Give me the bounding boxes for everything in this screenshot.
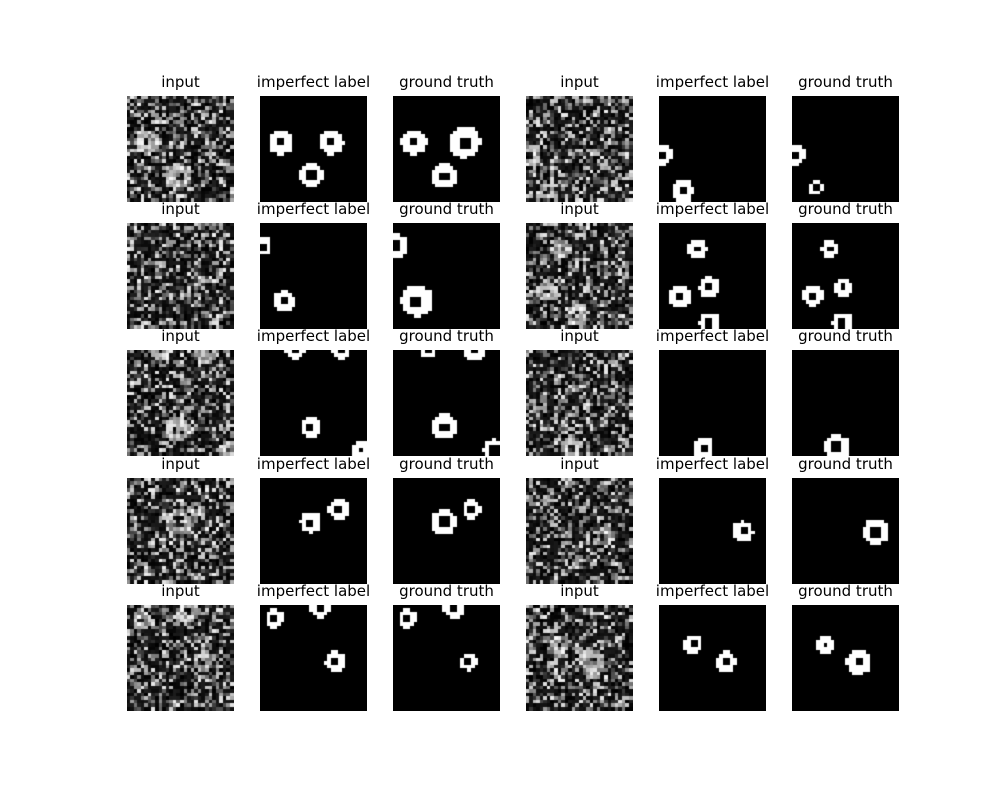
panel-title: imperfect label <box>655 200 770 218</box>
label-mask-image <box>260 96 367 202</box>
noisy-input-image <box>127 605 234 711</box>
panel-title: imperfect label <box>256 73 371 91</box>
panel-title: imperfect label <box>256 200 371 218</box>
panel-imperfect-label: imperfect label <box>656 73 769 202</box>
panel-title: ground truth <box>399 200 494 218</box>
label-mask-image <box>792 96 899 202</box>
panel-title: input <box>560 582 599 600</box>
panel-input: input <box>526 200 633 329</box>
panel-input: input <box>127 200 234 329</box>
panel-ground-truth: ground truth <box>792 455 899 584</box>
label-mask-image <box>260 223 367 329</box>
panel-imperfect-label: imperfect label <box>656 582 769 711</box>
label-mask-image <box>260 605 367 711</box>
panel-imperfect-label: imperfect label <box>257 327 370 456</box>
panel-title: input <box>560 327 599 345</box>
panel-input: input <box>127 582 234 711</box>
panel-ground-truth: ground truth <box>393 582 500 711</box>
panel-ground-truth: ground truth <box>792 582 899 711</box>
panel-input: input <box>127 73 234 202</box>
noisy-input-image <box>526 223 633 329</box>
label-mask-image <box>260 350 367 456</box>
label-mask-image <box>792 350 899 456</box>
panel-imperfect-label: imperfect label <box>656 200 769 329</box>
noisy-input-image <box>526 96 633 202</box>
noisy-input-image <box>127 350 234 456</box>
panel-title: ground truth <box>798 200 893 218</box>
panel-title: input <box>161 582 200 600</box>
panel-input: input <box>526 327 633 456</box>
noisy-input-image <box>526 605 633 711</box>
panel-title: ground truth <box>399 73 494 91</box>
panel-title: ground truth <box>798 73 893 91</box>
panel-input: input <box>526 73 633 202</box>
noisy-input-image <box>127 478 234 584</box>
panel-ground-truth: ground truth <box>393 455 500 584</box>
panel-title: ground truth <box>399 455 494 473</box>
panel-imperfect-label: imperfect label <box>257 73 370 202</box>
noisy-input-image <box>526 350 633 456</box>
label-mask-image <box>393 478 500 584</box>
panel-imperfect-label: imperfect label <box>257 455 370 584</box>
panel-title: input <box>161 455 200 473</box>
panel-title: input <box>560 455 599 473</box>
noisy-input-image <box>526 478 633 584</box>
panel-title: imperfect label <box>655 327 770 345</box>
panel-title: imperfect label <box>655 455 770 473</box>
label-mask-image <box>659 478 766 584</box>
panel-title: ground truth <box>798 582 893 600</box>
noisy-input-image <box>127 223 234 329</box>
panel-title: input <box>161 73 200 91</box>
panel-imperfect-label: imperfect label <box>656 327 769 456</box>
panel-ground-truth: ground truth <box>393 200 500 329</box>
panel-title: input <box>560 73 599 91</box>
panel-title: input <box>560 200 599 218</box>
label-mask-image <box>393 96 500 202</box>
label-mask-image <box>260 478 367 584</box>
label-mask-image <box>659 96 766 202</box>
label-mask-image <box>792 223 899 329</box>
panel-ground-truth: ground truth <box>393 73 500 202</box>
panel-title: imperfect label <box>256 455 371 473</box>
panel-imperfect-label: imperfect label <box>257 582 370 711</box>
panel-title: imperfect label <box>655 582 770 600</box>
label-mask-image <box>659 350 766 456</box>
panel-ground-truth: ground truth <box>792 200 899 329</box>
panel-input: input <box>526 455 633 584</box>
panel-title: imperfect label <box>256 582 371 600</box>
label-mask-image <box>393 350 500 456</box>
panel-ground-truth: ground truth <box>792 327 899 456</box>
label-mask-image <box>792 478 899 584</box>
noisy-input-image <box>127 96 234 202</box>
panel-imperfect-label: imperfect label <box>656 455 769 584</box>
panel-input: input <box>127 455 234 584</box>
panel-title: ground truth <box>798 327 893 345</box>
panel-title: ground truth <box>399 327 494 345</box>
label-mask-image <box>792 605 899 711</box>
label-mask-image <box>393 605 500 711</box>
panel-ground-truth: ground truth <box>393 327 500 456</box>
panel-title: input <box>161 200 200 218</box>
panel-ground-truth: ground truth <box>792 73 899 202</box>
panel-title: ground truth <box>798 455 893 473</box>
label-mask-image <box>393 223 500 329</box>
label-mask-image <box>659 605 766 711</box>
panel-title: imperfect label <box>655 73 770 91</box>
panel-imperfect-label: imperfect label <box>257 200 370 329</box>
label-mask-image <box>659 223 766 329</box>
panel-title: input <box>161 327 200 345</box>
panel-input: input <box>127 327 234 456</box>
panel-title: imperfect label <box>256 327 371 345</box>
panel-input: input <box>526 582 633 711</box>
panel-title: ground truth <box>399 582 494 600</box>
